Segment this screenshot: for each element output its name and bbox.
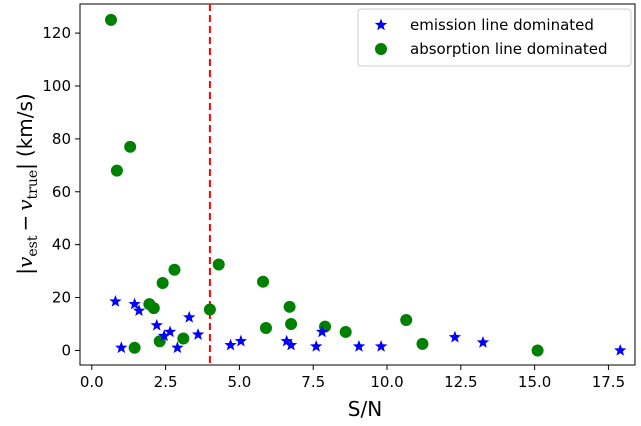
y-axis-title-bar-left: |	[13, 268, 37, 275]
legend-emission-label: emission line dominated	[410, 16, 594, 34]
emission-point	[132, 304, 146, 317]
absorption-point	[531, 344, 544, 357]
emission-point	[150, 318, 163, 331]
y-tick-label: 20	[52, 289, 71, 307]
absorption-point	[283, 300, 296, 313]
emission-point	[163, 325, 177, 338]
y-tick-label: 120	[42, 24, 71, 42]
x-tick-label: 10.0	[370, 373, 403, 391]
absorption-point	[124, 140, 137, 153]
emission-point	[614, 343, 627, 356]
emission-point	[234, 334, 248, 347]
y-axis-title-sub-est: est	[25, 235, 41, 256]
y-tick-label: 0	[61, 341, 71, 359]
x-tick-label: 17.5	[592, 373, 625, 391]
x-tick-label: 2.5	[154, 373, 178, 391]
emission-point	[157, 329, 171, 342]
legend-absorption-label: absorption line dominated	[410, 40, 608, 58]
absorption-point	[128, 341, 141, 354]
y-axis: 0 20 40 60 80 100 120	[42, 24, 80, 359]
emission-point	[309, 339, 323, 352]
absorption-point	[168, 263, 181, 276]
legend-emission-marker	[374, 18, 388, 31]
absorption-point	[339, 325, 352, 338]
y-axis-title-bar-right: |	[13, 163, 37, 170]
legend: emission line dominated absorption line …	[357, 8, 632, 67]
y-axis-title-minus: −	[13, 215, 37, 232]
absorption-point	[257, 275, 270, 288]
absorption-point	[177, 332, 190, 345]
absorption-point	[110, 164, 123, 177]
absorption-point	[147, 302, 160, 315]
emission-point	[280, 334, 293, 347]
absorption-point	[203, 303, 216, 316]
x-axis-title: S/N	[348, 397, 382, 421]
emission-point	[224, 338, 237, 351]
emission-point	[128, 297, 141, 310]
y-axis-title-v-est: v	[13, 256, 37, 268]
x-tick-label: 12.5	[444, 373, 477, 391]
emission-point	[115, 341, 128, 354]
x-tick-label: 7.5	[301, 373, 325, 391]
absorption-point	[156, 277, 169, 290]
y-tick-label: 60	[52, 183, 71, 201]
y-axis-title-unit: (km/s)	[13, 93, 37, 157]
absorption-point	[104, 13, 117, 26]
legend-absorption-marker	[375, 43, 387, 55]
legend-star-marker	[374, 18, 388, 31]
emission-point	[183, 310, 196, 323]
absorption-point	[285, 318, 298, 331]
emission-point	[315, 325, 329, 338]
y-axis-title-v-true: v	[13, 199, 37, 211]
emission-point	[191, 328, 205, 340]
plot-area-frame	[79, 3, 636, 366]
emission-point	[448, 330, 462, 343]
x-axis: 0.0 2.5 5.0 7.5 10.0 12.5 15.0 17.5	[80, 365, 625, 391]
x-tick-label: 0.0	[80, 373, 104, 391]
emission-point	[284, 338, 298, 351]
y-axis-title: |vest−vtrue|(km/s)	[13, 93, 41, 274]
x-tick-label: 15.0	[518, 373, 551, 391]
absorption-point	[212, 258, 225, 271]
absorption-point	[259, 321, 272, 334]
y-tick-label: 80	[52, 130, 71, 148]
y-axis-title-sub-true: true	[25, 170, 41, 200]
y-tick-label: 40	[52, 236, 71, 254]
y-tick-label: 100	[42, 77, 71, 95]
emission-point	[374, 339, 388, 352]
data-points-layer	[104, 13, 627, 357]
emission-point	[352, 339, 366, 352]
absorption-point	[400, 314, 413, 327]
emission-point	[171, 341, 184, 354]
emission-point	[109, 295, 122, 307]
emission-point	[476, 336, 490, 348]
absorption-point	[416, 337, 429, 350]
legend-box	[357, 8, 632, 67]
legend-circle-marker	[375, 43, 387, 55]
x-tick-label: 5.0	[227, 373, 251, 391]
